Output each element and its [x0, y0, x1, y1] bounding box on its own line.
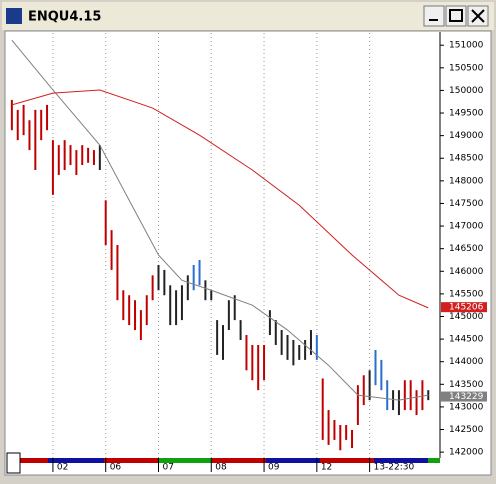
y-tick-label: 146000	[449, 267, 484, 277]
y-tick-label: 142000	[449, 448, 484, 458]
y-tick-label: 144000	[449, 357, 484, 367]
title-bar	[2, 2, 494, 30]
y-tick-label: 149000	[449, 131, 484, 141]
last-price-badge	[441, 302, 487, 313]
x-tick-label: 08	[215, 463, 227, 473]
y-tick-label: 148000	[449, 176, 484, 186]
x-tick-label: 02	[57, 463, 68, 473]
app-icon	[6, 8, 22, 24]
y-tick-label: 146500	[449, 244, 484, 254]
y-tick-label: 147000	[449, 222, 484, 232]
y-tick-label: 150500	[449, 63, 484, 73]
x-tick-label: 12	[321, 463, 332, 473]
moving-average	[11, 89, 429, 309]
session-band	[20, 458, 440, 463]
last-price-label: 145206	[449, 303, 484, 313]
y-tick-label: 148500	[449, 154, 484, 164]
x-tick-label: 06	[110, 463, 122, 473]
x-tick-label: 07	[162, 463, 173, 473]
x-tick-label: 13-22:30	[374, 463, 415, 473]
minimize-button[interactable]	[423, 5, 445, 27]
last-price-label: 143229	[449, 392, 484, 402]
last-price-badge	[441, 391, 487, 402]
y-tick-label: 145500	[449, 289, 484, 299]
maximize-button[interactable]	[445, 5, 467, 27]
window-title: ENQU4.15	[28, 10, 101, 25]
chart-area	[4, 30, 492, 476]
close-button[interactable]	[467, 5, 489, 27]
y-tick-label: 150000	[449, 86, 484, 96]
y-tick-label: 145000	[449, 312, 484, 322]
y-tick-label: 147500	[449, 199, 484, 209]
x-tick-label: 09	[268, 463, 280, 473]
y-tick-label: 151000	[449, 41, 484, 51]
moving-average	[11, 39, 429, 401]
y-tick-label: 142500	[449, 425, 484, 435]
y-tick-label: 149500	[449, 109, 484, 119]
y-tick-label: 144500	[449, 335, 484, 345]
y-tick-label: 143500	[449, 380, 484, 390]
y-tick-label: 143000	[449, 402, 484, 412]
corner-box	[6, 452, 21, 474]
